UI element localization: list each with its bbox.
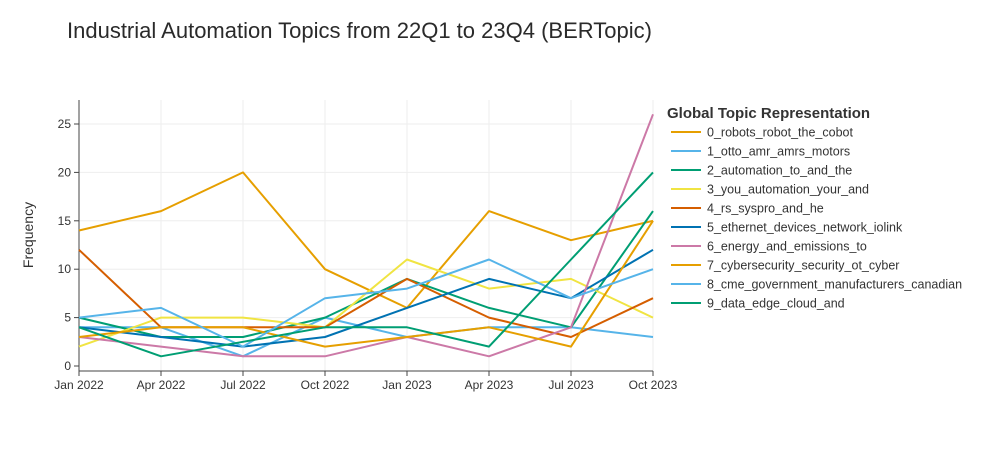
y-tick-label: 15 xyxy=(58,214,72,228)
x-axis-ticks: Jan 2022 Apr 2022 Jul 2022 Oct 2022 Jan 2023… xyxy=(54,371,678,392)
y-axis-label: Frequency xyxy=(20,202,36,268)
x-tick-label: Apr 2022 xyxy=(137,378,186,392)
legend-entry-9: 9_data_edge_cloud_and xyxy=(707,297,845,311)
x-tick-label: Jul 2022 xyxy=(220,378,266,392)
series-line-2 xyxy=(78,210,654,338)
legend-entry-5: 5_ethernet_devices_network_iolink xyxy=(707,221,903,235)
legend-entry-6: 6_energy_and_emissions_to xyxy=(707,240,867,254)
y-tick-label: 0 xyxy=(64,359,71,373)
series-line-6 xyxy=(78,113,654,358)
legend: Global Topic Representation 0_robots_rob… xyxy=(667,105,962,311)
grid-lines xyxy=(79,100,654,371)
series-line-9 xyxy=(78,171,654,358)
x-tick-label: Oct 2023 xyxy=(629,378,678,392)
legend-entry-8: 8_cme_government_manufacturers_canadian xyxy=(707,278,962,292)
legend-entry-1: 1_otto_amr_amrs_motors xyxy=(707,145,850,159)
series-lines xyxy=(78,113,654,358)
y-tick-label: 5 xyxy=(64,311,71,325)
y-tick-label: 25 xyxy=(58,117,72,131)
x-tick-label: Oct 2022 xyxy=(301,378,350,392)
legend-entry-7: 7_cybersecurity_security_ot_cyber xyxy=(707,259,899,273)
series-line-8 xyxy=(78,258,654,348)
legend-entry-3: 3_you_automation_your_and xyxy=(707,183,869,197)
x-tick-label: Jul 2023 xyxy=(548,378,594,392)
y-tick-label: 10 xyxy=(58,262,72,276)
axes xyxy=(78,100,653,372)
legend-entry-0: 0_robots_robot_the_cobot xyxy=(707,126,853,140)
legend-title: Global Topic Representation xyxy=(667,105,870,122)
legend-entry-4: 4_rs_syspro_and_he xyxy=(707,202,824,216)
legend-entry-2: 2_automation_to_and_the xyxy=(707,164,852,178)
x-tick-label: Jan 2022 xyxy=(54,378,104,392)
y-tick-label: 20 xyxy=(58,165,72,179)
y-axis-ticks: 0 5 10 15 20 25 xyxy=(58,117,79,373)
x-tick-label: Jan 2023 xyxy=(382,378,432,392)
series-line-5 xyxy=(78,248,654,348)
series-line-7 xyxy=(78,220,654,348)
x-tick-label: Apr 2023 xyxy=(465,378,514,392)
series-line-0 xyxy=(78,171,654,309)
chart-title: Industrial Automation Topics from 22Q1 t… xyxy=(67,18,652,43)
